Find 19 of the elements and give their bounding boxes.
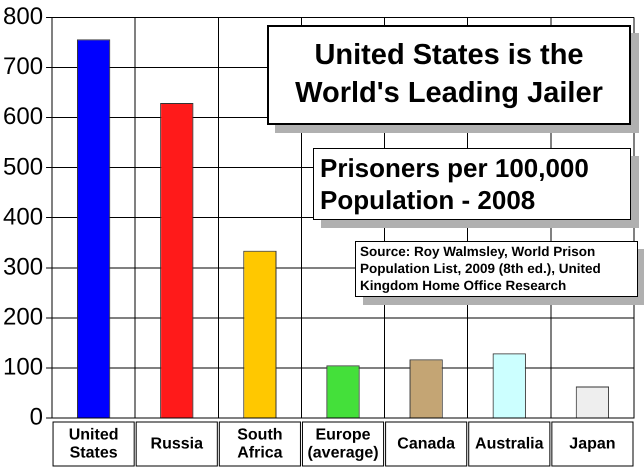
x-tick-label: Australia (475, 435, 544, 452)
x-tick-label: South Africa (237, 426, 283, 462)
y-tick-label: 700 (2, 53, 44, 80)
x-tick-label: Europe (average) (307, 426, 379, 462)
y-tick-label: 600 (2, 103, 44, 130)
y-tick-label: 800 (2, 3, 44, 30)
y-tick-label: 100 (2, 354, 44, 381)
text: Prisoners per 100,000 Population - 2008 (313, 148, 631, 220)
x-tick-label: Russia (150, 435, 204, 452)
x-tick-label: United States (68, 426, 118, 462)
y-tick-label: 200 (2, 303, 44, 330)
y-tick-label: 400 (2, 203, 44, 230)
annotation: Source: Roy Walmsley, World Prison Population List, 2009 (8th ed.), United Kingdom Home Office Research (355, 241, 638, 297)
x-tick-label: Canada (397, 435, 456, 452)
text: United States is the World's Leading Jailer (267, 25, 631, 125)
x-tick-label: Japan (569, 435, 616, 452)
y-tick-label: 500 (2, 153, 44, 180)
y-tick-label: 0 (30, 404, 44, 431)
y-tick-label: 300 (2, 253, 44, 280)
